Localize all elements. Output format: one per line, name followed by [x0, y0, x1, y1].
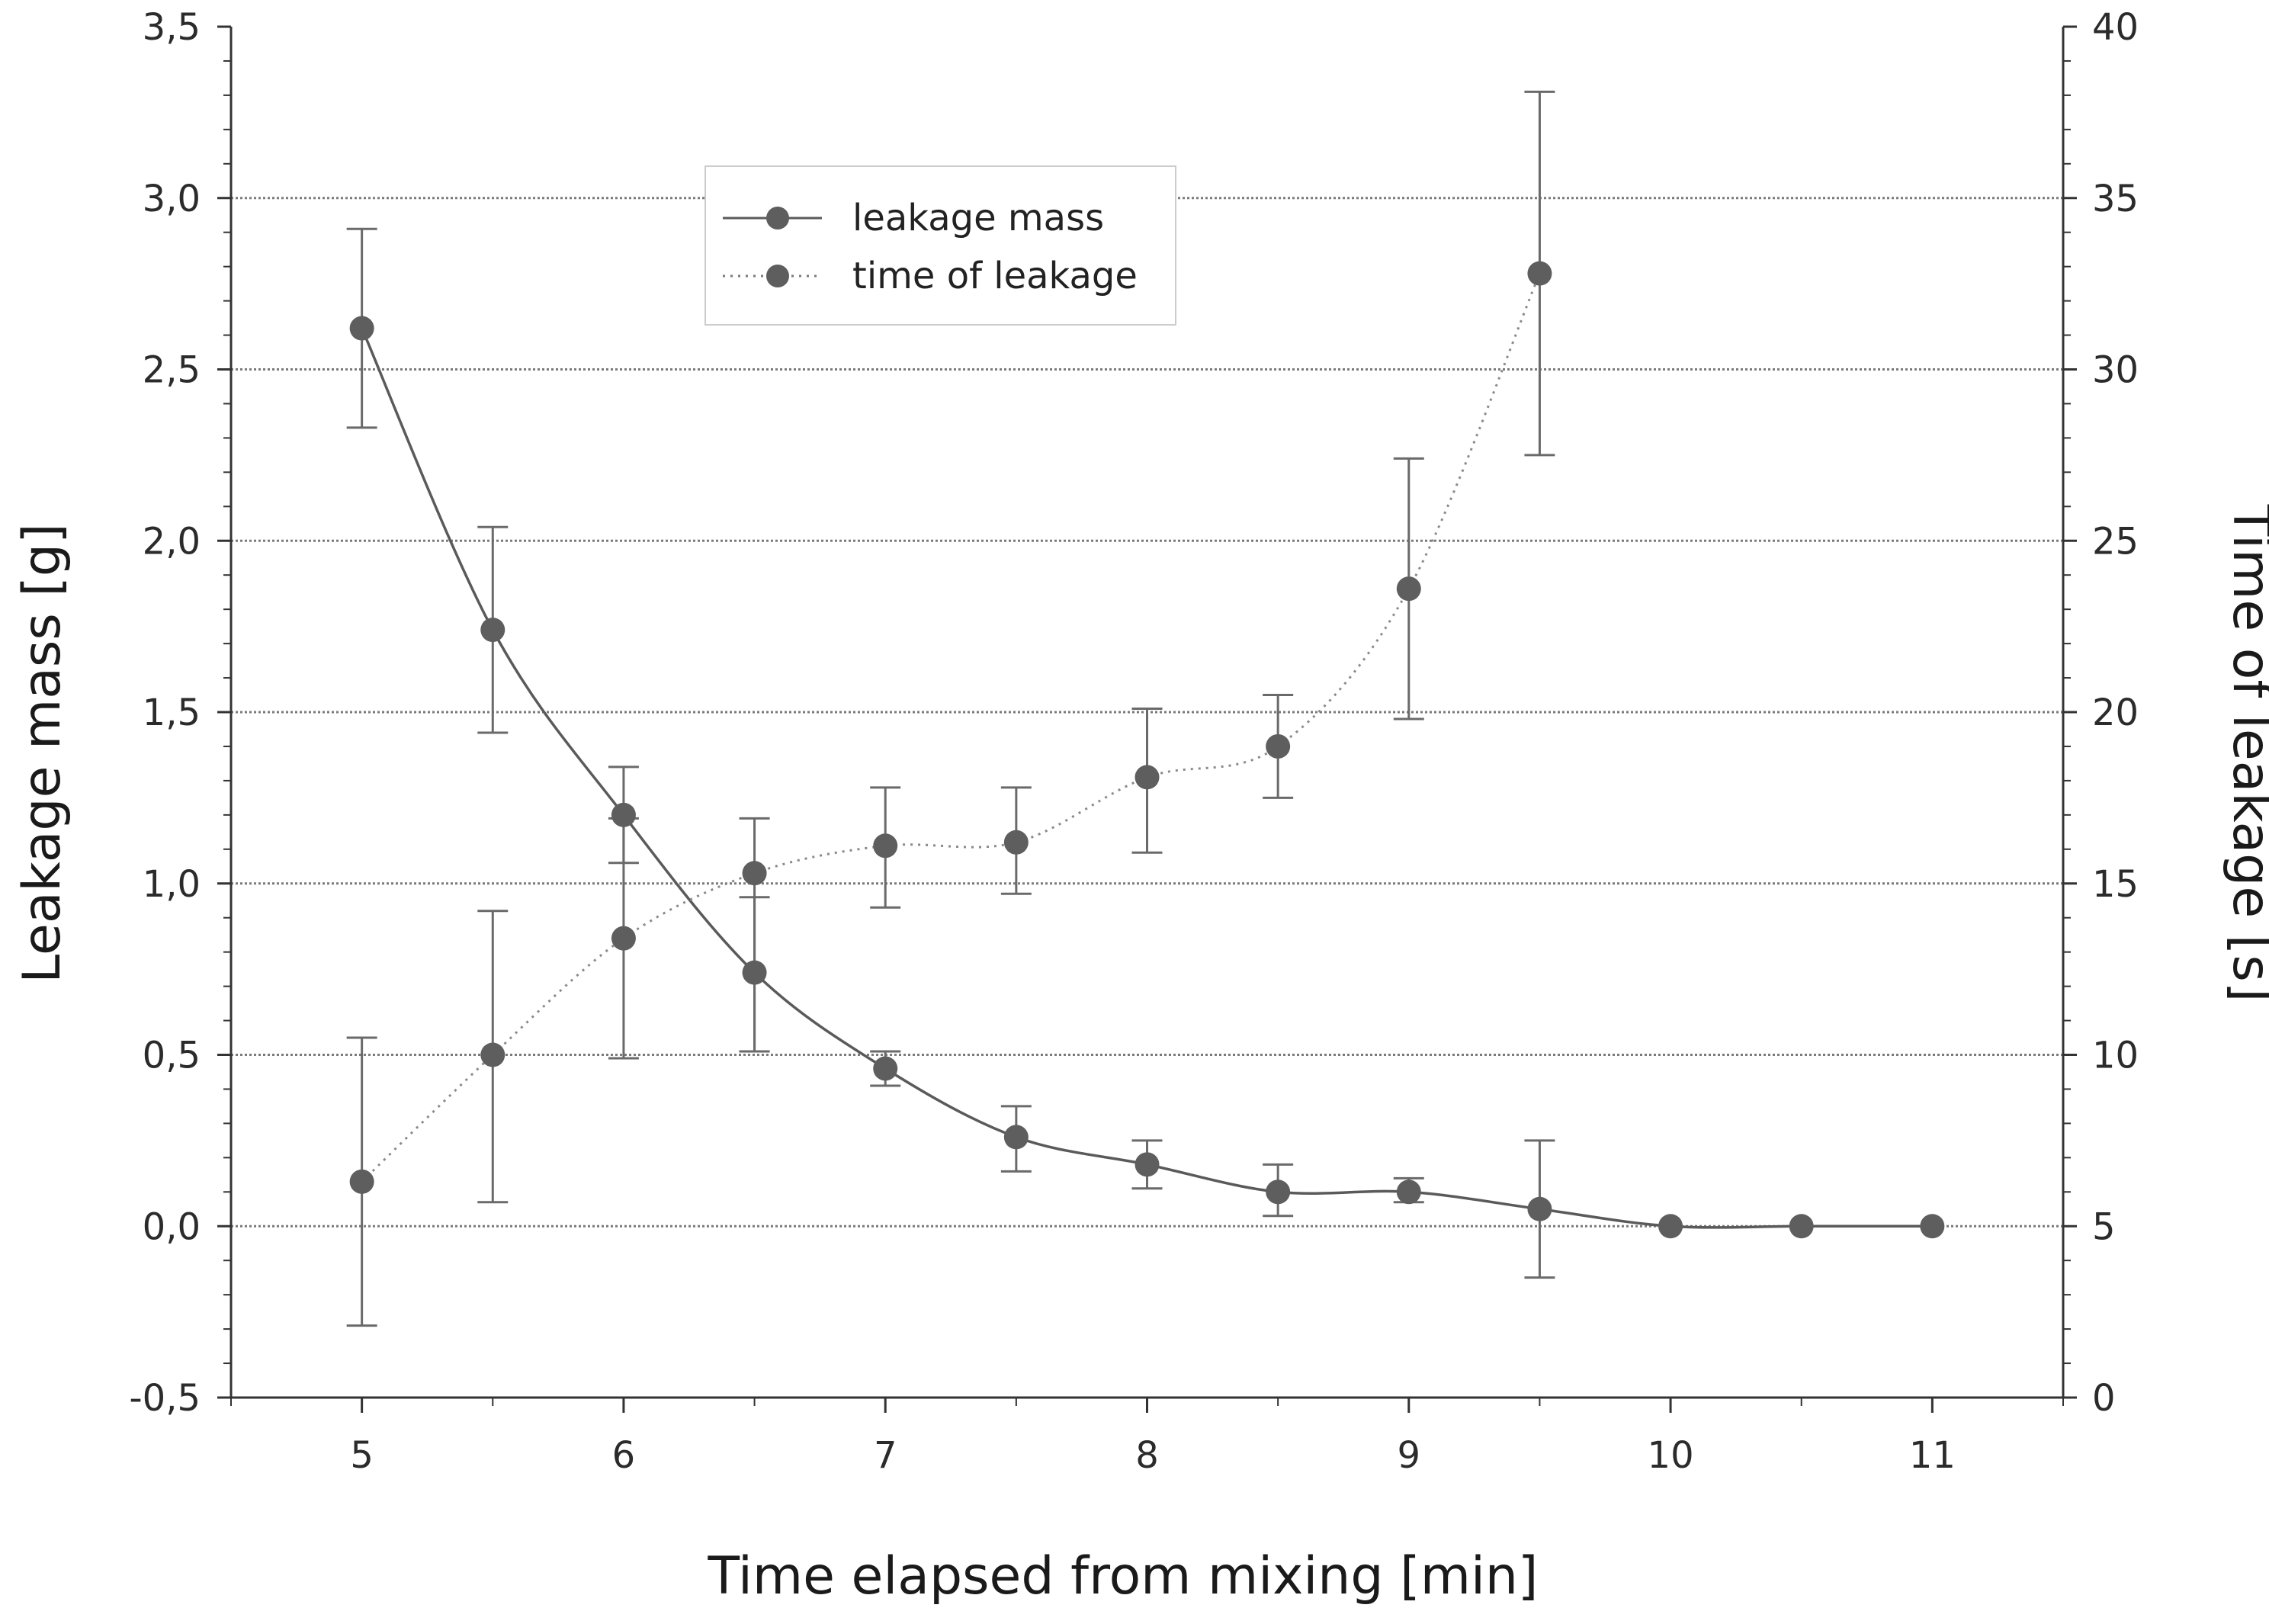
data-point-leakage-mass	[480, 618, 505, 643]
data-point-time-of-leakage	[611, 926, 636, 951]
x-tick-label: 7	[874, 1434, 897, 1477]
legend-label-time-of-leakage: time of leakage	[852, 255, 1138, 297]
y2-axis-title: Time of leakage [s]	[2221, 504, 2269, 1003]
y-tick-label: 3,0	[143, 178, 201, 220]
data-point-leakage-mass	[1527, 1196, 1552, 1221]
data-point-time-of-leakage	[873, 833, 898, 859]
series-line-time-of-leakage	[361, 273, 1541, 1183]
data-point-time-of-leakage	[742, 861, 767, 886]
data-point-leakage-mass	[1658, 1214, 1683, 1239]
y-tick-label: 0,0	[143, 1205, 201, 1248]
series-layer	[346, 90, 1945, 1327]
y-tick-label: 2,0	[143, 520, 201, 563]
y2-tick-label: 40	[2092, 6, 2139, 49]
data-point-leakage-mass	[1266, 1179, 1291, 1205]
data-point-leakage-mass	[873, 1056, 898, 1081]
data-point-time-of-leakage	[349, 1169, 374, 1194]
axes-layer: -0,5 0,0 0,5 1,0 1,5 2,0 2,5 3,0 3,5 0 5 10 15 20 25 30…	[129, 6, 2139, 1477]
legend-label-leakage-mass: leakage mass	[852, 197, 1104, 239]
y2-tick-label: 20	[2092, 692, 2139, 734]
series-line-leakage-mass	[361, 327, 1933, 1229]
legend-marker-time-of-leakage	[766, 265, 789, 287]
legend-box	[704, 165, 1176, 326]
y2-tick-label: 35	[2092, 178, 2139, 220]
x-tick-label: 9	[1398, 1434, 1421, 1477]
y2-tick-label: 10	[2092, 1035, 2139, 1077]
data-point-time-of-leakage	[1003, 830, 1029, 855]
data-point-leakage-mass	[349, 316, 374, 341]
y-axis-title: Leakage mass [g]	[12, 523, 72, 983]
data-point-time-of-leakage	[480, 1042, 505, 1067]
y2-tick-label: 30	[2092, 349, 2139, 392]
y2-tick-label: 15	[2092, 863, 2139, 906]
y-tick-label: 2,5	[143, 349, 201, 392]
y2-tick-label: 0	[2092, 1377, 2116, 1420]
y-tick-label: -0,5	[129, 1377, 201, 1420]
y-tick-label: 0,5	[143, 1035, 201, 1077]
legend: leakage mass time of leakage	[704, 165, 1176, 326]
y-tick-label: 3,5	[143, 6, 201, 49]
data-point-leakage-mass	[1134, 1152, 1160, 1177]
data-point-time-of-leakage	[1266, 733, 1291, 759]
x-tick-label: 11	[1909, 1434, 1956, 1477]
data-point-time-of-leakage	[1134, 765, 1160, 790]
x-tick-label: 5	[350, 1434, 374, 1477]
y-tick-label: 1,5	[143, 692, 201, 734]
y2-tick-label: 25	[2092, 520, 2139, 563]
data-point-leakage-mass	[742, 960, 767, 985]
data-point-time-of-leakage	[1527, 261, 1552, 286]
y2-tick-label: 5	[2092, 1205, 2116, 1248]
data-point-time-of-leakage	[1396, 576, 1421, 602]
data-point-leakage-mass	[611, 802, 636, 827]
x-axis-title: Time elapsed from mixing [min]	[708, 1546, 1539, 1606]
x-tick-label: 10	[1648, 1434, 1694, 1477]
data-point-leakage-mass	[1789, 1214, 1814, 1239]
legend-marker-leakage-mass	[766, 207, 789, 229]
data-point-leakage-mass	[1003, 1125, 1029, 1150]
y-tick-label: 1,0	[143, 863, 201, 906]
x-tick-label: 8	[1135, 1434, 1159, 1477]
data-point-leakage-mass	[1920, 1214, 1945, 1239]
data-point-leakage-mass	[1396, 1179, 1421, 1205]
x-tick-label: 6	[612, 1434, 636, 1477]
